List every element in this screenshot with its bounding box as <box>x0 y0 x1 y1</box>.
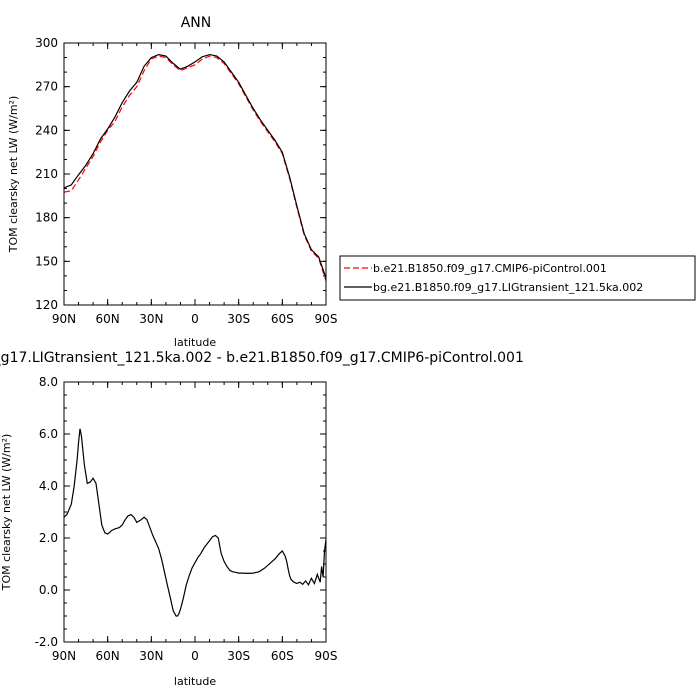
top-x-tick-label: 90S <box>315 312 338 326</box>
top-y-tick-label: 120 <box>35 298 58 312</box>
legend-label-picontrol: b.e21.B1850.f09_g17.CMIP6-piControl.001 <box>373 262 607 275</box>
bottom-plot-frame <box>63 381 327 643</box>
bottom-x-tick-label: 30N <box>139 649 163 663</box>
top-y-tick-label: 180 <box>35 211 58 225</box>
top-y-axis-title: TOM clearsky net LW (W/m²) <box>7 96 20 254</box>
bottom-y-tick-label: -2.0 <box>35 635 58 649</box>
bottom-y-tick-label: 8.0 <box>39 375 58 389</box>
bottom-x-tick-label: 90S <box>315 649 338 663</box>
top-x-tick-label: 30N <box>139 312 163 326</box>
top-x-tick-label: 0 <box>191 312 199 326</box>
bottom-x-tick-label: 30S <box>227 649 250 663</box>
bottom-x-tick-label: 60S <box>271 649 294 663</box>
top-panel-title: ANN <box>181 15 212 31</box>
top-y-tick-label: 240 <box>35 123 58 137</box>
top-y-tick-label: 210 <box>35 167 58 181</box>
legend: b.e21.B1850.f09_g17.CMIP6-piControl.001 … <box>339 255 696 301</box>
bottom-y-axis-title: TOM clearsky net LW (W/m²) <box>0 434 13 592</box>
bottom-y-tick-label: 4.0 <box>39 479 58 493</box>
top-plot-frame <box>63 42 327 306</box>
top-x-tick-label: 60S <box>271 312 294 326</box>
top-series-line-1 <box>63 53 327 279</box>
top-x-tick-label: 90N <box>52 312 76 326</box>
bottom-y-tick-label: 0.0 <box>39 583 58 597</box>
top-x-tick-label: 60N <box>96 312 120 326</box>
bottom-series-line-0 <box>63 428 327 617</box>
bottom-panel-title: bg.e21.B1850.f09_g17.LIGtransient_121.5k… <box>0 350 524 366</box>
bottom-x-tick-label: 0 <box>191 649 199 663</box>
bottom-x-tick-label: 60N <box>96 649 120 663</box>
top-x-axis-title: latitude <box>174 336 216 349</box>
bottom-x-axis-title: latitude <box>174 675 216 688</box>
bottom-panel: bg.e21.B1850.f09_g17.LIGtransient_121.5k… <box>0 350 524 688</box>
top-y-tick-label: 270 <box>35 80 58 94</box>
top-panel: ANN 90N 60N 30N 0 30S 60S 90S 120 150 180 210 240 27… <box>7 15 696 349</box>
legend-label-ligtransient: bg.e21.B1850.f09_g17.LIGtransient_121.5k… <box>373 281 643 294</box>
top-y-tick-label: 300 <box>35 36 58 50</box>
bottom-x-tick-label: 90N <box>52 649 76 663</box>
bottom-y-tick-label: 6.0 <box>39 427 58 441</box>
top-x-tick-label: 30S <box>227 312 250 326</box>
legend-box <box>339 255 696 301</box>
bottom-y-tick-label: 2.0 <box>39 531 58 545</box>
top-y-tick-label: 150 <box>35 254 58 268</box>
